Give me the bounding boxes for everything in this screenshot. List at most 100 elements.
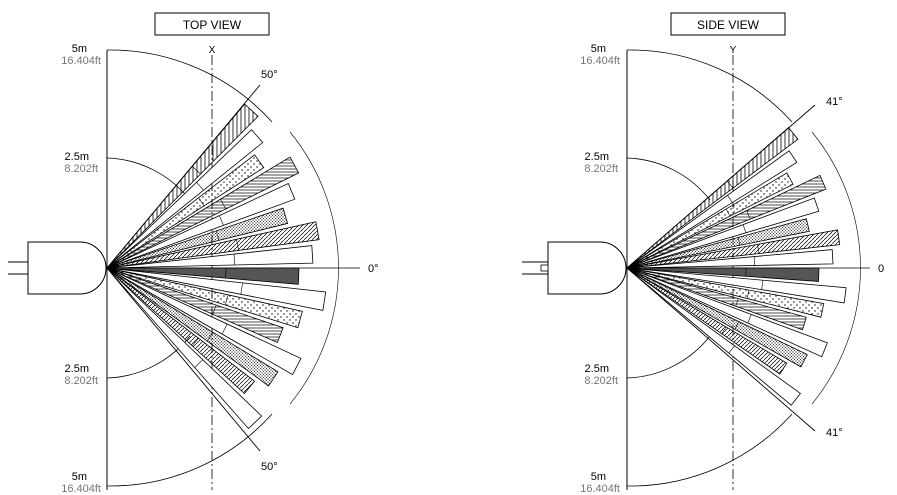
side-view-zone-7 — [626, 229, 841, 269]
side-view-zone-divider-11 — [746, 290, 750, 299]
top-view-panel: TOP VIEW X 0° 50° 50° 5m 16.404ft 2.5m — [8, 12, 379, 495]
side-view-detection-fan — [626, 127, 847, 406]
side-view-axis-letter: Y — [730, 45, 737, 56]
side-view-zone-8 — [626, 249, 834, 269]
top-view-zone-9 — [106, 267, 300, 285]
top-view-zone-15 — [106, 267, 256, 394]
side-view-upper-angle-label: 41° — [826, 96, 843, 108]
top-view-zone-13 — [106, 267, 302, 376]
top-view-outer-arc — [106, 49, 273, 123]
top-view-zone-16 — [106, 267, 263, 430]
side-view-zone-12 — [626, 267, 807, 331]
side-view-upper-mid-radius-m: 2.5m — [585, 151, 609, 163]
side-view-zone-divider-12 — [735, 298, 739, 307]
top-view-top-radius-m: 5m — [72, 43, 87, 55]
side-view-zone-15 — [626, 267, 788, 375]
top-view-zone-divider-13 — [221, 323, 228, 335]
top-view-zone-2 — [106, 129, 264, 269]
side-view-lower-angle-line — [626, 267, 816, 432]
side-view-zone-divider-3 — [725, 208, 731, 217]
top-view-lower-mid-radius-ft: 8.202ft — [64, 375, 98, 387]
side-view-zone-divider-4 — [746, 210, 751, 220]
side-view-zone-divider-10 — [761, 280, 764, 290]
side-view-zone-3 — [626, 172, 794, 269]
top-view-axis-letter: X — [209, 45, 216, 56]
side-view-zone-5 — [626, 197, 820, 269]
side-view-bottom-radius-m: 5m — [591, 471, 606, 483]
side-view-mid-arc-upper — [626, 157, 711, 201]
side-view-sensor-icon — [522, 241, 627, 295]
side-view-zone-divider-13 — [747, 314, 752, 324]
side-view-zone-9 — [626, 267, 820, 282]
side-view-zone-13 — [626, 267, 828, 358]
side-view-zone-11 — [626, 267, 825, 318]
top-view-zone-4 — [106, 156, 300, 269]
top-view-lower-angle-label: 50° — [261, 461, 278, 473]
top-view-zone-divider-16 — [194, 359, 204, 368]
side-view-zone-2 — [626, 150, 798, 269]
top-view-zone-divider-15 — [191, 338, 199, 346]
top-view-upper-angle-label: 50° — [261, 69, 278, 81]
side-view-zone-10 — [626, 267, 847, 304]
side-view-zone-divider-2 — [727, 195, 733, 203]
top-view-zone-divider-4 — [220, 199, 227, 210]
side-view-zone-divider-7 — [757, 244, 760, 254]
top-view-sensor-icon — [8, 241, 107, 295]
top-view-zone-7 — [106, 221, 320, 269]
top-view-zone-8 — [106, 245, 314, 269]
side-view-zone-14 — [626, 267, 808, 368]
top-view-zone-divider-10 — [240, 282, 243, 295]
top-view-zone-divider-7 — [236, 239, 239, 251]
top-view-zero-label: 0° — [368, 263, 379, 275]
top-view-zone-12 — [106, 267, 284, 344]
side-view-zone-divider-5 — [742, 224, 747, 233]
side-view-bottom-radius-ft: 16.404ft — [580, 483, 620, 495]
side-view-upper-angle-line — [626, 104, 816, 269]
top-view-lower-mid-radius-m: 2.5m — [65, 363, 89, 375]
top-view-zone-divider-2 — [196, 182, 204, 191]
side-view-lower-mid-radius-ft: 8.202ft — [584, 375, 618, 387]
top-view-zone-divider-6 — [215, 230, 220, 241]
side-view-zone-6 — [626, 218, 810, 269]
top-view-top-radius-ft: 16.404ft — [61, 55, 101, 67]
side-view-lower-mid-radius-m: 2.5m — [585, 363, 609, 375]
top-view-zone-11 — [106, 267, 303, 329]
side-view-zone-divider-16 — [728, 345, 735, 354]
top-view-zone-divider-12 — [212, 304, 217, 315]
top-view-bottom-radius-m: 5m — [72, 471, 87, 483]
top-view-zone-divider-14 — [206, 332, 214, 342]
top-view-outer-arc-lower — [106, 413, 273, 487]
side-view-upper-mid-radius-ft: 8.202ft — [584, 163, 618, 175]
top-view-zone-divider-1 — [192, 166, 201, 175]
side-view-outer-arc-lower — [626, 413, 793, 487]
top-view-upper-mid-radius-ft: 8.202ft — [64, 163, 98, 175]
side-view-zone-16 — [626, 267, 801, 406]
top-view-upper-mid-radius-m: 2.5m — [65, 151, 89, 163]
top-view-zone-divider-5 — [219, 215, 224, 226]
top-view-bottom-radius-ft: 16.404ft — [61, 483, 101, 495]
side-view-zero-label: 0 — [878, 263, 884, 275]
side-view-lower-angle-label: 41° — [826, 427, 843, 439]
top-view-title-box — [154, 12, 270, 36]
top-view-zone-6 — [106, 207, 289, 269]
top-view-zone-3 — [106, 154, 265, 269]
top-view-zone-10 — [106, 267, 327, 311]
side-view-top-radius-ft: 16.404ft — [580, 55, 620, 67]
side-view-outer-arc — [626, 49, 793, 123]
side-view-title-box — [670, 12, 786, 36]
side-view-zone-divider-1 — [726, 180, 734, 189]
side-view-panel: SIDE VIEW Y 0 41° 41° 5m 16.404ft 2.5m 8… — [522, 12, 884, 495]
side-view-zone-divider-15 — [721, 326, 727, 334]
top-view-zone-divider-3 — [198, 197, 205, 206]
side-view-zone-divider-14 — [734, 321, 740, 330]
side-view-zone-divider-6 — [737, 237, 741, 246]
side-view-title: SIDE VIEW — [697, 18, 760, 32]
top-view-zone-divider-8 — [233, 254, 235, 265]
top-view-detection-fan — [106, 103, 327, 430]
side-view-zone-4 — [626, 174, 827, 269]
top-view-zone-divider-11 — [225, 294, 229, 306]
top-view-mid-arc-upper — [106, 157, 191, 201]
top-view-upper-angle-line — [106, 84, 261, 269]
top-view-zone-5 — [106, 182, 296, 269]
